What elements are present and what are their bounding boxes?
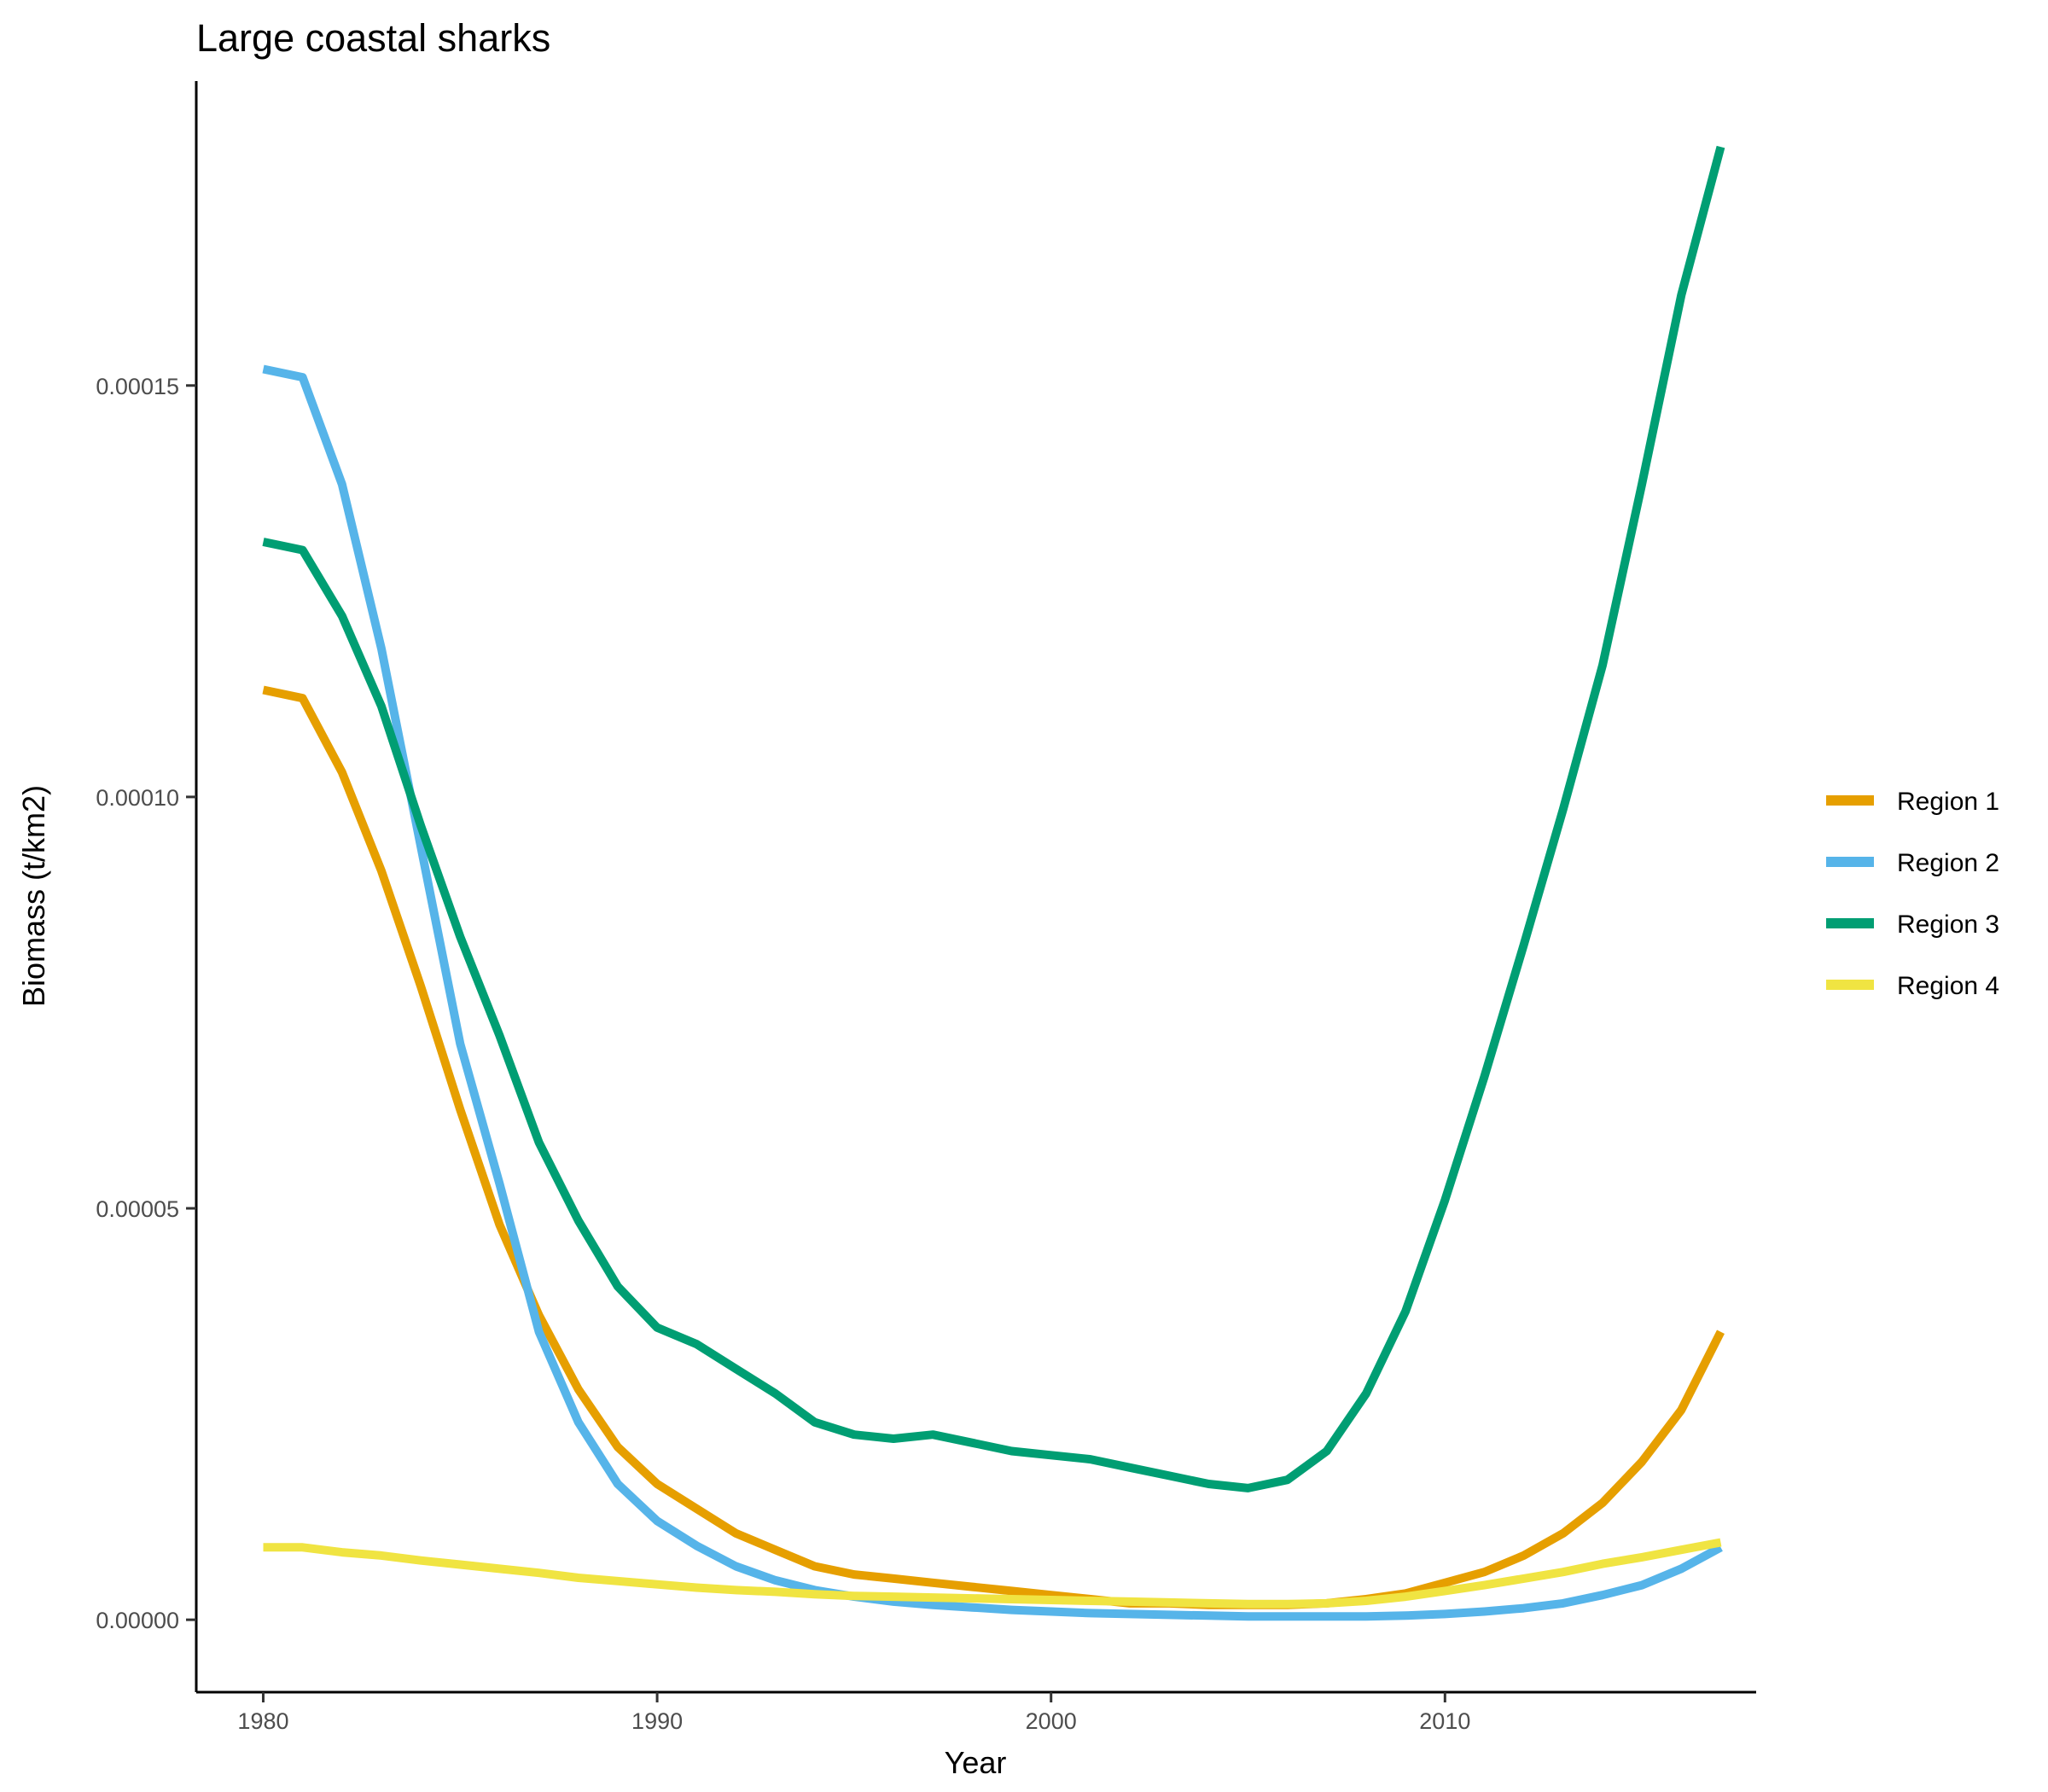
y-tick-label: 0.00005	[96, 1196, 179, 1222]
x-axis-ticks: 1980 1990 2000 2010	[237, 1692, 1470, 1734]
series-line-region-4	[263, 1538, 1722, 1609]
series-line-region-1	[262, 685, 1725, 1609]
legend-label-region-1: Region 1	[1897, 788, 1999, 816]
legend: Region 1 Region 2 Region 3 Region 4	[1826, 788, 1999, 1000]
legend-label-region-4: Region 4	[1897, 972, 1999, 1000]
legend-label-region-3: Region 3	[1897, 911, 1999, 939]
chart-title: Large coastal sharks	[196, 16, 550, 60]
y-axis-ticks: 0.00000 0.00005 0.00010 0.00015	[96, 374, 196, 1633]
x-axis-title: Year	[945, 1745, 1007, 1780]
y-tick-label: 0.00010	[96, 785, 179, 811]
y-tick-label: 0.00000	[96, 1608, 179, 1633]
series-line-region-3	[262, 145, 1725, 1492]
legend-label-region-2: Region 2	[1897, 849, 1999, 877]
x-tick-label: 1990	[631, 1708, 683, 1734]
y-axis-title: Biomass (t/km2)	[16, 785, 51, 1007]
series-line-region-2	[262, 364, 1723, 1621]
y-tick-label: 0.00015	[96, 374, 179, 399]
x-tick-label: 2000	[1026, 1708, 1077, 1734]
plot-series-group	[262, 145, 1725, 1621]
x-tick-label: 2010	[1419, 1708, 1470, 1734]
x-tick-label: 1980	[237, 1708, 288, 1734]
